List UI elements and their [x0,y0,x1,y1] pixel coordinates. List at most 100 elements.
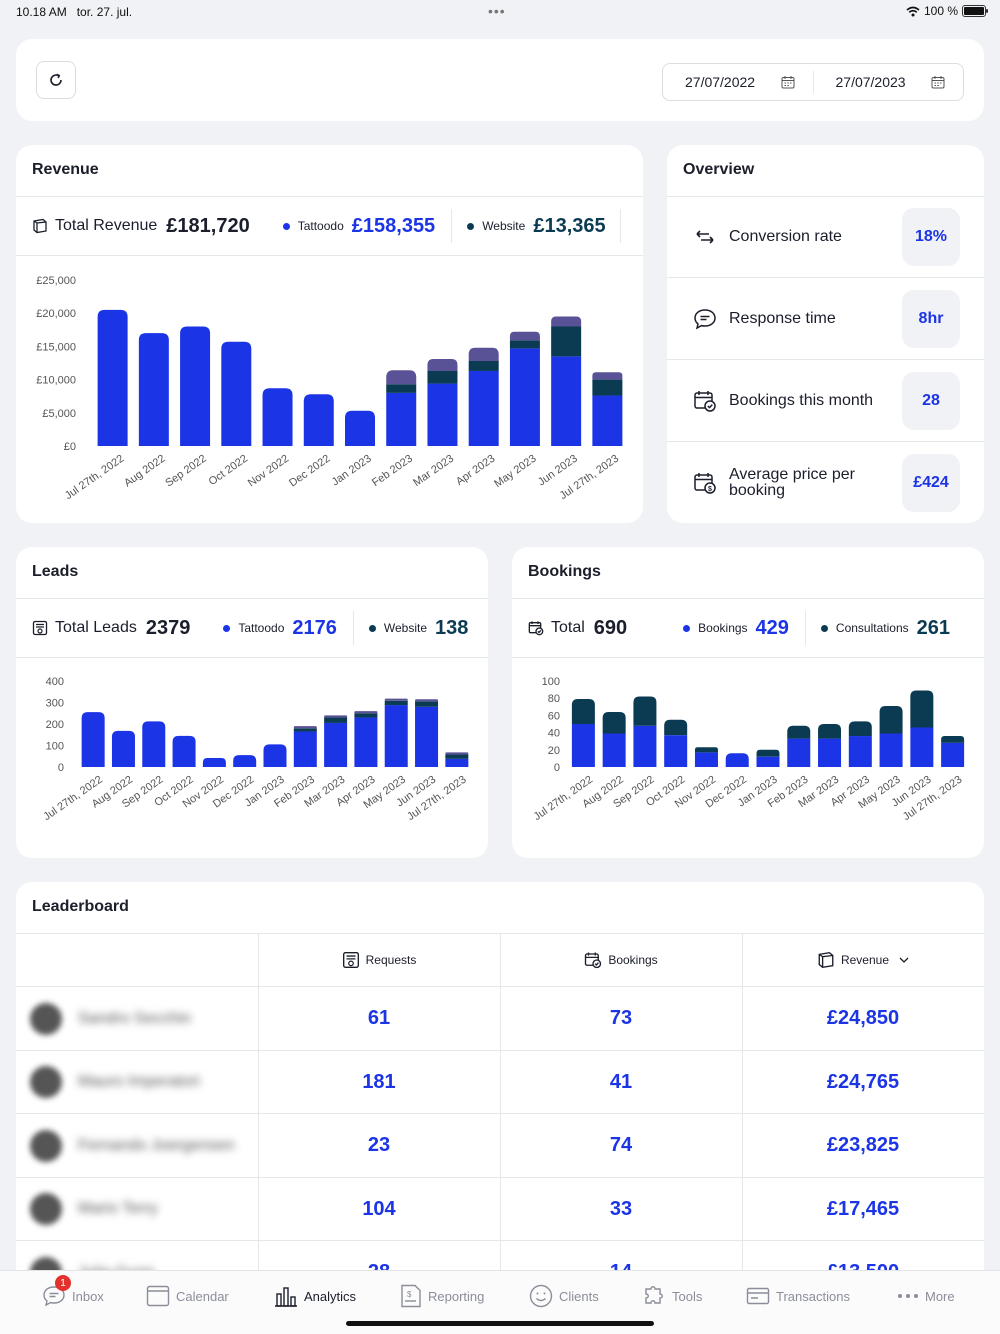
bar-website[interactable] [415,701,439,707]
bar-website[interactable] [324,717,348,723]
tab-clients[interactable]: Clients [529,1283,599,1309]
bar-website[interactable] [509,340,540,349]
multitasking-dots-icon[interactable]: ••• [488,3,506,19]
bar-website[interactable] [427,370,458,384]
end-date-field[interactable]: 27/07/2023 [814,64,964,100]
bar-tattoodo[interactable] [97,309,128,446]
requests-column-header[interactable]: Requests [258,934,500,986]
bar-tattoodo[interactable] [172,735,196,767]
bar-other[interactable] [427,359,458,371]
bar-other[interactable] [445,752,469,755]
bar-tattoodo[interactable] [354,717,378,767]
bar-consultations[interactable] [787,725,811,739]
table-row[interactable]: Sandro Secchin 61 73 £24,850 [16,986,984,1050]
bar-bookings[interactable] [818,738,842,767]
table-row[interactable]: Mauro Imperatori 181 41 £24,765 [16,1049,984,1114]
bar-consultations[interactable] [910,690,934,728]
bar-tattoodo[interactable] [202,757,226,767]
bar-tattoodo[interactable] [293,731,317,767]
bar-consultations[interactable] [602,711,626,734]
bar-consultations[interactable] [756,749,780,757]
bar-consultations[interactable] [664,719,688,736]
bar-website[interactable] [592,379,623,396]
artist-cell: Mauro Imperatori [16,1051,258,1114]
tab-tools[interactable]: Tools [642,1283,702,1309]
bar-tattoodo[interactable] [445,758,469,767]
bookings-title: Bookings [528,563,601,580]
bar-other[interactable] [415,699,439,702]
bar-bookings[interactable] [848,736,872,767]
bar-tattoodo[interactable] [81,712,105,767]
refresh-button[interactable] [36,61,76,99]
home-indicator [346,1321,654,1326]
bar-tattoodo[interactable] [427,383,458,446]
bar-other[interactable] [354,711,378,714]
bar-other[interactable] [324,715,348,718]
bar-website[interactable] [551,326,582,357]
bar-tattoodo[interactable] [345,410,375,446]
bar-consultations[interactable] [848,721,872,737]
bar-tattoodo[interactable] [303,394,334,446]
bar-tattoodo[interactable] [386,392,417,446]
bar-consultations[interactable] [941,736,965,743]
tab-analytics[interactable]: Analytics [274,1283,356,1309]
bar-tattoodo[interactable] [262,388,293,446]
bar-website[interactable] [354,713,378,718]
bar-tattoodo[interactable] [233,755,257,767]
bar-bookings[interactable] [879,733,903,767]
bar-other[interactable] [468,347,499,362]
bar-bookings[interactable] [694,752,718,767]
bar-bookings[interactable] [633,725,657,767]
bar-bookings[interactable] [756,756,780,767]
bar-tattoodo[interactable] [324,722,348,767]
bar-tattoodo[interactable] [509,348,540,446]
bar-website[interactable] [293,728,317,732]
bar-bookings[interactable] [571,724,595,767]
table-row[interactable]: Mario Terry 104 33 £17,465 [16,1176,984,1241]
bar-website[interactable] [384,700,408,706]
bar-other[interactable] [293,726,317,729]
bar-other[interactable] [592,372,623,380]
average-price-value: £424 [902,454,960,512]
bar-consultations[interactable] [694,747,718,753]
tab-transactions[interactable]: Transactions [746,1283,850,1309]
bar-tattoodo[interactable] [263,744,287,767]
bar-bookings[interactable] [941,742,965,767]
bar-bookings[interactable] [910,727,934,767]
bar-tattoodo[interactable] [551,356,582,446]
tab-reporting[interactable]: $ Reporting [400,1283,484,1309]
tab-inbox[interactable]: 1 Inbox [42,1275,104,1309]
bar-tattoodo[interactable] [384,705,408,767]
tab-calendar[interactable]: Calendar [146,1283,229,1309]
bar-other[interactable] [509,331,540,341]
bar-bookings[interactable] [787,738,811,767]
bar-tattoodo[interactable] [415,706,439,767]
bar-tattoodo[interactable] [138,333,169,446]
bar-tattoodo[interactable] [221,341,252,446]
bar-tattoodo[interactable] [180,326,211,446]
tab-more[interactable]: More [897,1283,955,1309]
bar-other[interactable] [551,316,582,327]
x-tick-label: Jul 27th, 2022 [63,453,127,502]
bar-consultations[interactable] [818,724,842,739]
bar-consultations[interactable] [879,705,903,734]
bookings-column-header[interactable]: Bookings [500,934,742,986]
bar-bookings[interactable] [602,733,626,767]
bar-other[interactable] [384,698,408,701]
bar-website[interactable] [386,384,417,393]
bar-bookings[interactable] [664,735,688,767]
x-tick-label: Dec 2022 [287,453,332,490]
bar-tattoodo[interactable] [142,721,166,767]
bar-tattoodo[interactable] [468,370,499,446]
bar-bookings[interactable] [725,753,749,767]
revenue-column-header[interactable]: Revenue [742,934,984,986]
bar-tattoodo[interactable] [592,395,623,446]
bar-website[interactable] [445,754,469,759]
bar-consultations[interactable] [633,696,657,726]
bar-tattoodo[interactable] [111,730,135,767]
bar-other[interactable] [386,370,417,385]
table-row[interactable]: Fernando Joergensen 23 74 £23,825 [16,1113,984,1177]
bar-website[interactable] [468,361,499,371]
start-date-field[interactable]: 27/07/2022 [663,64,813,100]
bar-consultations[interactable] [571,699,595,724]
